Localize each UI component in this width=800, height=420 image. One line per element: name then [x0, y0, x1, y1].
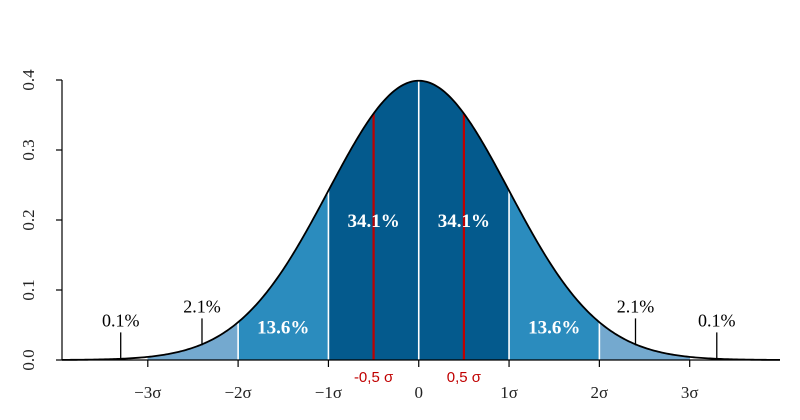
y-tick-label: 0.1	[19, 279, 38, 300]
y-ticks: 0.0 0.1 0.2 0.3 0.4	[19, 69, 62, 371]
x-tick-label: 0	[414, 383, 423, 402]
sigma-dividers	[237, 80, 601, 360]
shaded-bands	[147, 80, 690, 361]
tail-annotations: 2.1% 2.1% 0.1% 0.1%	[102, 296, 736, 360]
x-tick-label: −2σ	[224, 383, 251, 402]
y-tick-label: 0.3	[19, 139, 38, 160]
density-curve	[61, 79, 781, 361]
y-tick-label: 0.0	[19, 349, 38, 370]
y-tick-label: 0.2	[19, 209, 38, 230]
x-ticks: −3σ −2σ −1σ 0 1σ 2σ 3σ	[134, 360, 699, 402]
band-label-0: 34.1%	[347, 211, 399, 232]
x-tick-label: 3σ	[681, 383, 699, 402]
tail-label-3: 0.1%	[698, 310, 736, 330]
x-tick-label: 1σ	[500, 383, 518, 402]
x-tick-label: −3σ	[134, 383, 161, 402]
x-tick-label: −1σ	[315, 383, 342, 402]
band-labels: 34.1% 34.1% 13.6% 13.6%	[257, 211, 580, 338]
marker-labels: -0,5 σ 0,5 σ	[354, 369, 482, 386]
red-markers	[372, 113, 465, 360]
band-label-1: 34.1%	[438, 211, 490, 232]
x-tick-label: 2σ	[591, 383, 609, 402]
marker-label-1: 0,5 σ	[447, 369, 482, 386]
marker-label-0: -0,5 σ	[354, 369, 394, 386]
tail-label-2: 0.1%	[102, 310, 140, 330]
y-tick-label: 0.4	[19, 69, 38, 91]
tail-label-0: 2.1%	[183, 296, 221, 316]
band-label-2: 13.6%	[257, 317, 309, 338]
band-label-3: 13.6%	[528, 317, 580, 338]
tail-label-1: 2.1%	[617, 296, 655, 316]
